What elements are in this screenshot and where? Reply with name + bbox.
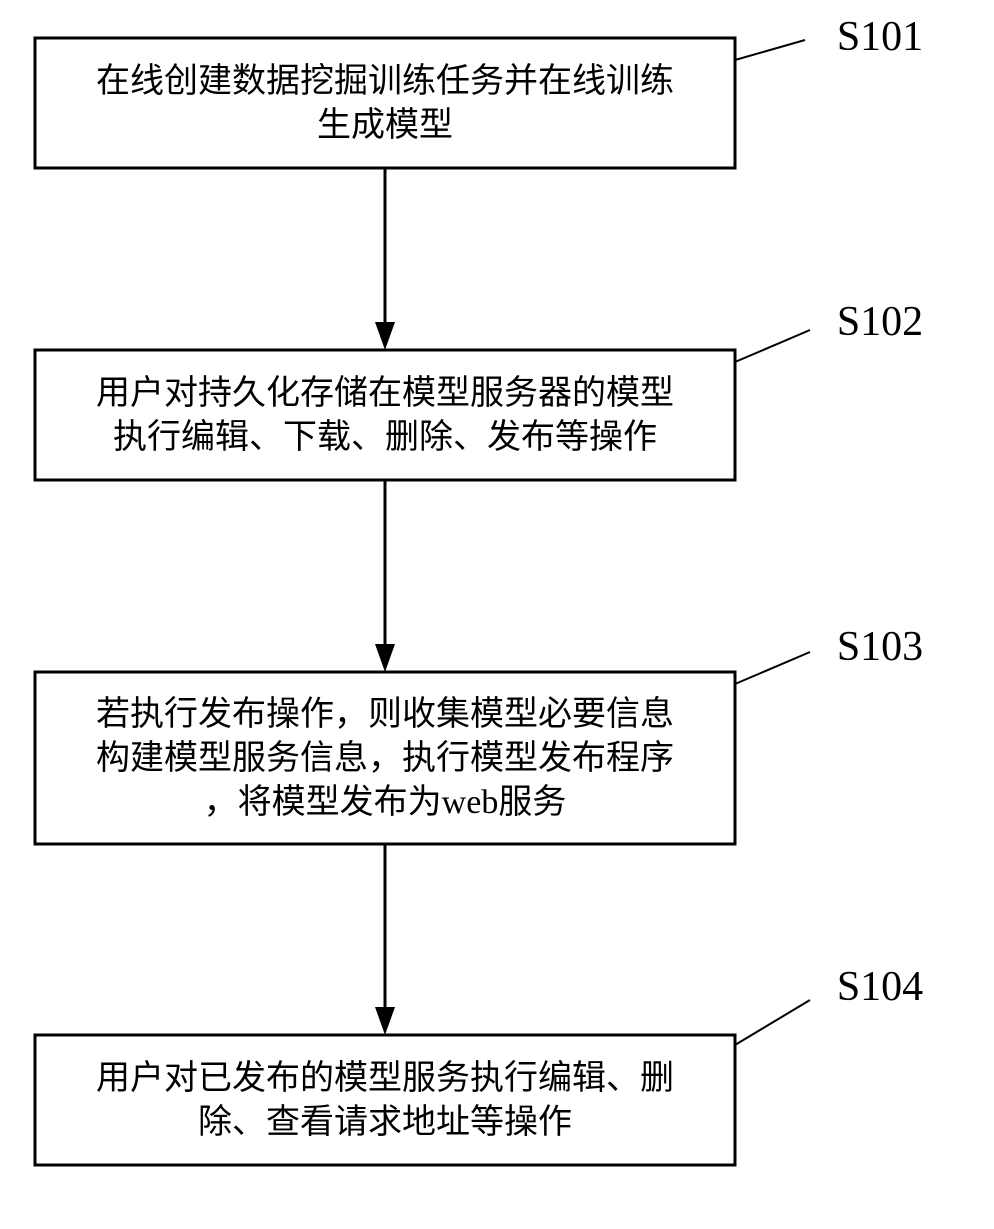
leader-line-s103 — [735, 652, 810, 684]
leader-line-s104 — [735, 1000, 810, 1045]
leader-line-s101 — [735, 40, 805, 60]
flowchart-canvas: 在线创建数据挖掘训练任务并在线训练生成模型S101用户对持久化存储在模型服务器的… — [0, 0, 994, 1229]
flow-arrow-head-0 — [375, 322, 395, 350]
leader-line-s102 — [735, 330, 810, 362]
flow-node-s104 — [35, 1035, 735, 1165]
flow-arrow-head-2 — [375, 1007, 395, 1035]
flow-node-s102 — [35, 350, 735, 480]
step-label-s102: S102 — [837, 299, 923, 345]
step-label-s103: S103 — [837, 624, 923, 670]
flow-node-s101 — [35, 38, 735, 168]
flow-arrow-head-1 — [375, 644, 395, 672]
step-label-s101: S101 — [837, 14, 923, 60]
step-label-s104: S104 — [837, 964, 923, 1010]
